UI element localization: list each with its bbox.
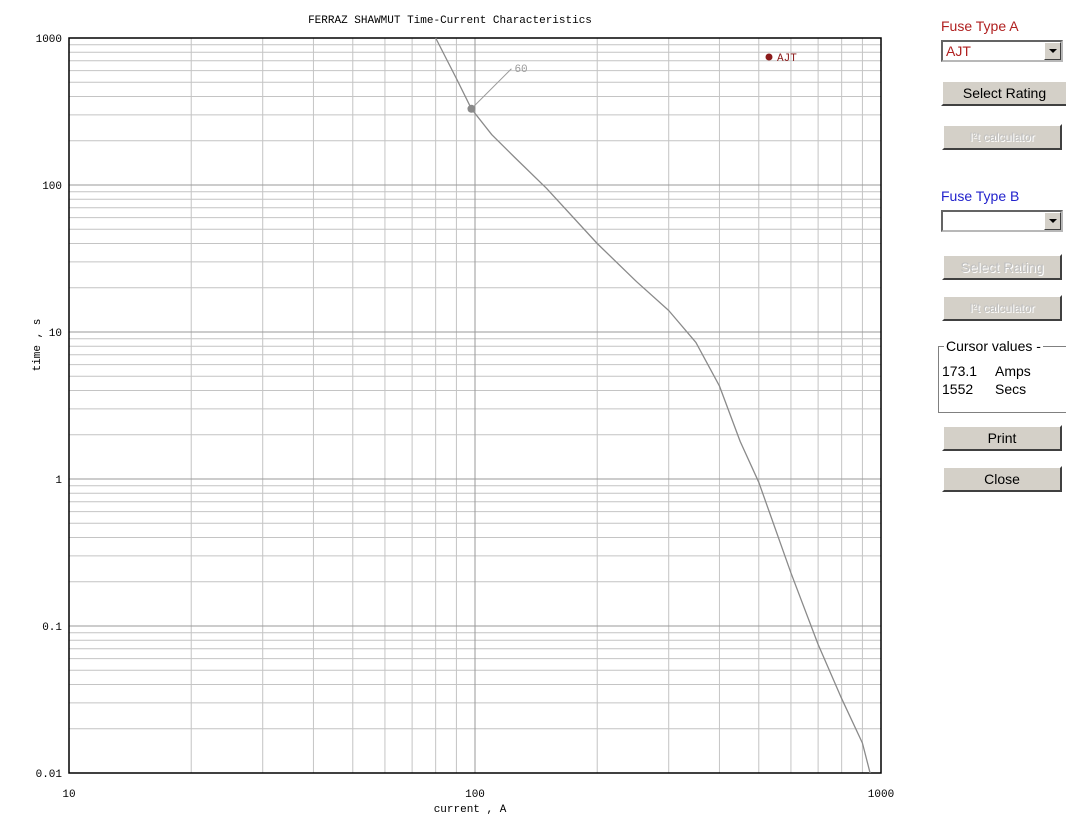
cursor-secs-unit: Secs xyxy=(995,381,1027,397)
plot-frame xyxy=(68,37,882,774)
cursor-values-title: Cursor values - xyxy=(944,338,1043,354)
i2t-calculator-b-button[interactable]: I²t calculator xyxy=(942,295,1062,321)
fuse-type-b-dropdown-button[interactable] xyxy=(1044,212,1061,230)
y-tick-label: 10 xyxy=(49,328,62,340)
fuse-type-a-select[interactable]: AJT xyxy=(941,40,1063,62)
y-tick-label: 0.01 xyxy=(36,769,63,781)
series-layer xyxy=(435,37,871,774)
cursor-values-group: Cursor values - 173.1 Amps 1552 Secs xyxy=(938,338,1066,413)
y-tick-label: 1 xyxy=(55,475,62,487)
annotation-layer: 60 xyxy=(467,64,528,113)
fuse-type-b-label: Fuse Type B xyxy=(941,188,1020,204)
fuse-type-b-select[interactable] xyxy=(941,210,1063,232)
legend-label: AJT xyxy=(777,53,797,65)
cursor-secs-value: 1552 xyxy=(942,381,974,397)
annotation-point xyxy=(467,104,476,113)
select-rating-b-button[interactable]: Select Rating xyxy=(942,254,1062,280)
chart-title: FERRAZ SHAWMUT Time-Current Characterist… xyxy=(308,15,592,27)
chevron-down-icon xyxy=(1049,49,1057,53)
fuse-type-a-value: AJT xyxy=(946,43,971,59)
annotation-label: 60 xyxy=(514,64,527,76)
legend: AJT xyxy=(765,53,797,65)
x-tick-label: 100 xyxy=(465,789,485,801)
y-tick-label: 100 xyxy=(42,181,62,193)
cursor-amps-value: 173.1 xyxy=(942,363,978,379)
time-current-chart[interactable]: FERRAZ SHAWMUT Time-Current Characterist… xyxy=(0,0,930,821)
y-tick-label: 1000 xyxy=(36,34,62,46)
y-tick-labels: 0.01 0.1 1 10 100 1000 xyxy=(36,34,63,781)
x-tick-labels: 10 100 1000 xyxy=(62,789,894,801)
cursor-amps-unit: Amps xyxy=(995,363,1031,379)
y-axis-label: time , s xyxy=(32,319,44,372)
select-rating-a-button[interactable]: Select Rating xyxy=(941,80,1066,106)
legend-marker xyxy=(765,53,773,61)
print-button[interactable]: Print xyxy=(942,425,1062,451)
y-tick-label: 0.1 xyxy=(42,622,62,634)
x-tick-label: 1000 xyxy=(868,789,894,801)
fuse-type-a-label: Fuse Type A xyxy=(941,18,1019,34)
chevron-down-icon xyxy=(1049,219,1057,223)
x-axis-label: current , A xyxy=(434,804,507,816)
fuse-type-a-dropdown-button[interactable] xyxy=(1044,42,1061,60)
annotation-leader-line xyxy=(471,68,512,110)
close-button[interactable]: Close xyxy=(942,466,1062,492)
control-panel: Fuse Type A AJT Select Rating I²t calcul… xyxy=(938,0,1066,821)
i2t-calculator-a-button[interactable]: I²t calculator xyxy=(942,124,1062,150)
x-tick-label: 10 xyxy=(62,789,75,801)
series-line-ajt xyxy=(435,37,871,774)
